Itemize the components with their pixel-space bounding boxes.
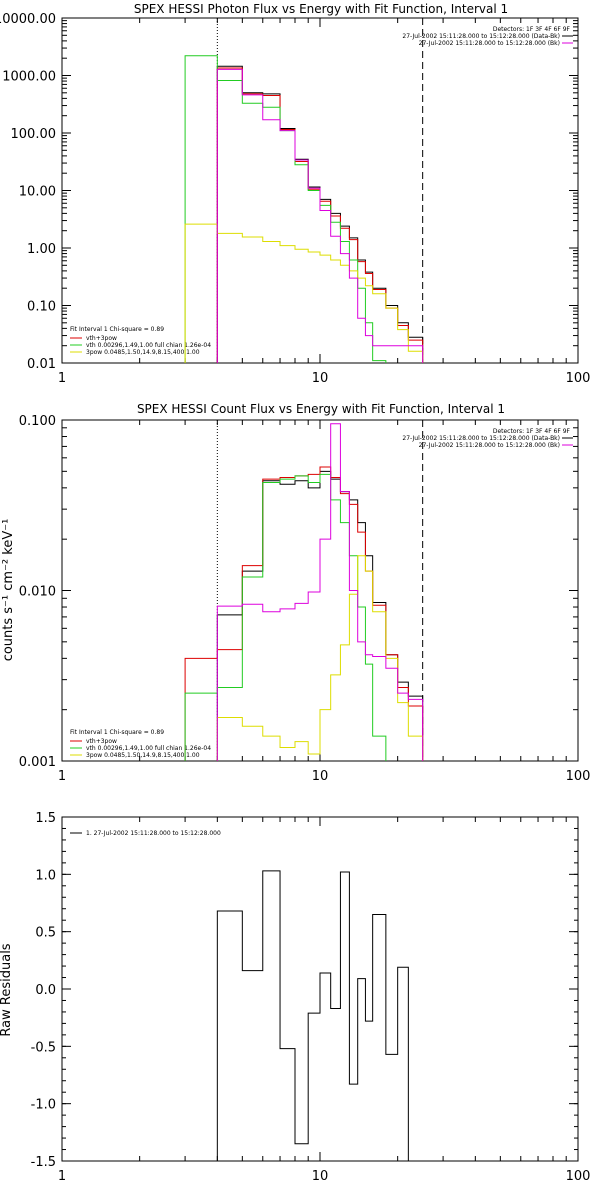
residuals-panel: Raw Residuals 1. 27-Jul-2002 15:11:28.00… <box>0 811 590 1184</box>
legend-label-interval: 1. 27-Jul-2002 15:11:28.000 to 15:12:28.… <box>86 830 221 837</box>
y-tick-label: -0.5 <box>31 1040 56 1055</box>
series-histogram-0 <box>216 870 409 1161</box>
y-tick-label: 100.00 <box>11 127 57 142</box>
x-tick-label: 10 <box>312 1169 329 1184</box>
count-flux-panel: SPEX HESSI Count Flux vs Energy with Fit… <box>1 402 591 784</box>
x-tick-label: 100 <box>566 371 591 386</box>
legend-label-total: vth+3pow <box>86 738 117 745</box>
y-tick-label: 1.00 <box>27 242 56 257</box>
x-tick-label: 1 <box>58 769 66 784</box>
y-tick-label: -1.0 <box>31 1098 56 1113</box>
y-tick-label: 0.100 <box>19 414 56 429</box>
count-flux-legend: Fit Interval 1 Chi-square = 0.89 vth+3po… <box>70 729 211 759</box>
y-tick-label: 0.001 <box>19 755 56 770</box>
count-flux-title: SPEX HESSI Count Flux vs Energy with Fit… <box>137 402 505 416</box>
series-histogram-0 <box>216 65 424 363</box>
legend-label-3pow: 3pow 0.0485,1.50,14.9,8.15,400,1.00 <box>86 752 200 759</box>
legend-label-vth: vth 0.00296,1.49,1.00 full chian 1.26e-0… <box>86 342 211 349</box>
y-tick-label: 0.5 <box>35 926 56 941</box>
x-tick-label: 1 <box>58 371 66 386</box>
y-tick-label: 0.01 <box>27 357 56 372</box>
interval-data-label: 27-Jul-2002 15:11:28.000 to 15:12:28.000… <box>402 435 560 442</box>
series-histogram-3 <box>184 223 424 363</box>
series-histogram-3 <box>216 555 424 761</box>
interval-data-label: 27-Jul-2002 15:11:28.000 to 15:12:28.000… <box>402 33 560 40</box>
series-histogram-4 <box>216 68 424 363</box>
y-tick-label: 10000.00 <box>0 12 56 27</box>
y-tick-label: 1.0 <box>35 868 56 883</box>
y-tick-label: 0.010 <box>19 585 56 600</box>
y-tick-label: 1000.00 <box>2 70 56 85</box>
photon-flux-header: Detectors: 1F 3F 4F 6F 9F 27-Jul-2002 15… <box>402 26 573 47</box>
count-flux-header: Detectors: 1F 3F 4F 6F 9F 27-Jul-2002 15… <box>402 428 573 449</box>
x-tick-label: 100 <box>566 769 591 784</box>
series-histogram-4 <box>216 423 424 761</box>
detectors-label: Detectors: 1F 3F 4F 6F 9F <box>493 26 571 33</box>
y-tick-label: 0.0 <box>35 983 56 998</box>
photon-flux-legend: Fit Interval 1 Chi-square = 0.89 vth+3po… <box>70 326 211 356</box>
legend-label-total: vth+3pow <box>86 335 117 342</box>
detectors-label: Detectors: 1F 3F 4F 6F 9F <box>493 428 571 435</box>
photon-flux-panel: SPEX HESSI Photon Flux vs Energy with Fi… <box>0 2 591 386</box>
residuals-legend: 1. 27-Jul-2002 15:11:28.000 to 15:12:28.… <box>70 830 221 837</box>
series-histogram-2 <box>184 55 387 363</box>
fit-interval-label: Fit Interval 1 Chi-square = 0.89 <box>70 729 164 736</box>
series-histogram-1 <box>216 67 424 363</box>
y-tick-label: -1.5 <box>31 1155 56 1170</box>
fit-interval-label: Fit Interval 1 Chi-square = 0.89 <box>70 326 164 333</box>
count-flux-y-axis-label: counts s⁻¹ cm⁻² keV⁻¹ <box>1 519 16 662</box>
x-tick-label: 100 <box>566 1169 591 1184</box>
residuals-y-axis-label: Raw Residuals <box>0 943 14 1036</box>
y-tick-label: 1.5 <box>35 811 56 826</box>
legend-label-3pow: 3pow 0.0485,1.50,14.9,8.15,400,1.00 <box>86 349 200 356</box>
x-tick-label: 10 <box>312 371 329 386</box>
series-histogram-1 <box>184 466 424 761</box>
x-tick-label: 10 <box>312 769 329 784</box>
y-tick-label: 10.00 <box>19 185 56 200</box>
y-tick-label: 0.10 <box>27 300 56 315</box>
interval-bk-label: 27-Jul-2002 15:11:28.000 to 15:12:28.000… <box>419 40 560 47</box>
legend-label-vth: vth 0.00296,1.49,1.00 full chian 1.26e-0… <box>86 745 211 752</box>
interval-bk-label: 27-Jul-2002 15:11:28.000 to 15:12:28.000… <box>419 442 560 449</box>
series-histogram-2 <box>184 473 387 761</box>
photon-flux-title: SPEX HESSI Photon Flux vs Energy with Fi… <box>134 2 508 16</box>
x-tick-label: 1 <box>58 1169 66 1184</box>
